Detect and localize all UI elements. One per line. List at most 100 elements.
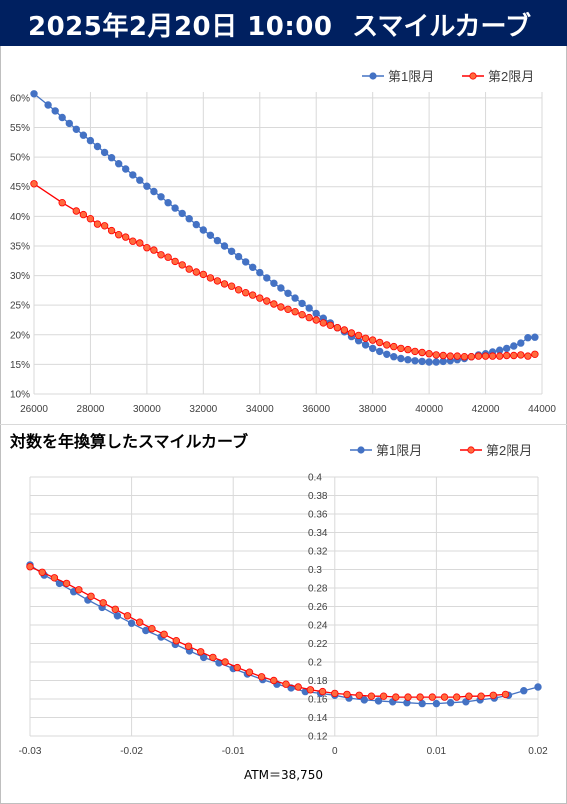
data-point-series-2 — [199, 270, 207, 279]
data-point-series-2 — [234, 286, 243, 294]
data-point-series-1 — [270, 279, 278, 287]
data-point-series-2 — [298, 311, 306, 319]
chart-2-log-smile-curve: 0.12 0.14 0.16 0.18 0.2 0.22 0.24 0.26 0.28 0.3 0.… — [19, 443, 549, 757]
data-point-series-1 — [462, 698, 470, 706]
data-point-series-2 — [111, 605, 119, 613]
data-point-series-2 — [58, 198, 66, 207]
data-point-series-2 — [440, 693, 449, 701]
y-tick-label: 45% — [10, 182, 30, 193]
data-point-series-1 — [376, 347, 384, 356]
data-point-series-2 — [123, 612, 132, 620]
data-point-series-2 — [404, 345, 412, 354]
data-point-series-2 — [143, 243, 151, 252]
data-point-series-1 — [291, 294, 299, 302]
data-point-series-2 — [319, 319, 327, 327]
data-point-series-2 — [171, 257, 179, 266]
data-point-series-2 — [241, 288, 250, 297]
x-tick-label: 42000 — [472, 404, 500, 415]
y-tick-label: 40% — [10, 212, 30, 223]
y-tick-label: 50% — [10, 153, 30, 164]
data-point-series-2 — [87, 592, 95, 600]
data-point-series-1 — [234, 252, 243, 261]
data-point-series-1 — [192, 220, 200, 229]
data-point-series-1 — [86, 136, 95, 145]
data-point-series-2 — [496, 352, 504, 360]
y-tick-label: 0.24 — [308, 621, 328, 632]
data-point-series-1 — [220, 242, 229, 250]
data-point-series-2 — [340, 326, 349, 334]
y-tick-label: 0.2 — [308, 658, 322, 669]
data-point-series-2 — [270, 300, 278, 308]
x-tick-label: 34000 — [246, 404, 274, 415]
data-point-series-1 — [178, 209, 186, 218]
data-point-series-2 — [129, 237, 137, 245]
data-point-series-1 — [397, 354, 405, 363]
legend-label-1: 第1限月 — [388, 69, 434, 84]
data-point-series-1 — [241, 258, 250, 266]
data-point-series-1 — [432, 699, 441, 708]
data-point-series-1 — [150, 187, 158, 196]
data-point-series-2 — [524, 352, 532, 360]
data-point-series-1 — [524, 334, 532, 342]
data-point-series-1 — [157, 193, 165, 201]
data-point-series-1 — [121, 165, 130, 173]
data-point-series-2 — [192, 268, 200, 276]
data-point-series-1 — [360, 696, 368, 704]
data-point-series-1 — [418, 699, 426, 708]
y-tick-label: 0.36 — [308, 510, 328, 521]
legend-marker-2 — [469, 72, 477, 80]
data-point-series-1 — [531, 333, 539, 341]
data-point-series-1 — [72, 125, 80, 133]
data-point-series-1 — [30, 90, 38, 98]
legend-marker-2 — [467, 446, 475, 454]
data-point-series-2 — [510, 351, 518, 360]
data-point-series-2 — [404, 693, 412, 701]
data-point-series-2 — [465, 692, 473, 700]
data-point-series-2 — [227, 282, 236, 290]
data-point-series-2 — [467, 353, 476, 361]
data-point-series-2 — [148, 624, 156, 633]
data-point-series-2 — [263, 297, 271, 305]
data-point-series-1 — [298, 299, 306, 308]
y-tick-label: 0.22 — [308, 639, 328, 650]
y-tick-label: 15% — [10, 360, 30, 371]
data-point-series-2 — [369, 336, 377, 344]
data-point-series-2 — [489, 691, 497, 699]
data-point-series-2 — [453, 693, 461, 701]
data-point-series-2 — [277, 303, 285, 311]
data-point-series-2 — [481, 352, 490, 360]
x-tick-label: -0.01 — [222, 746, 245, 757]
y-tick-label: 10% — [10, 390, 30, 401]
data-point-series-2 — [164, 253, 172, 261]
data-point-series-2 — [425, 350, 433, 358]
data-point-series-2 — [75, 586, 83, 594]
data-point-series-1 — [256, 268, 264, 277]
series-line-2 — [29, 566, 506, 698]
data-point-series-1 — [79, 131, 88, 139]
legend-label-2: 第2限月 — [488, 69, 534, 84]
data-point-series-2 — [100, 222, 109, 230]
y-tick-label: 0.14 — [308, 713, 328, 724]
data-point-series-2 — [376, 338, 384, 347]
data-point-series-1 — [411, 357, 419, 365]
data-point-series-2 — [245, 668, 254, 676]
data-point-series-1 — [199, 653, 208, 662]
legend-marker-1 — [357, 446, 365, 454]
data-point-series-1 — [114, 159, 123, 168]
data-point-series-2 — [86, 214, 95, 223]
data-point-series-2 — [331, 689, 339, 698]
x-tick-label: 0.01 — [427, 746, 447, 757]
data-point-series-2 — [488, 352, 497, 360]
data-point-series-1 — [206, 231, 215, 239]
data-point-series-1 — [185, 214, 193, 223]
chart-1-smile-curve: 10% 15% 20% 25% 30% 35% 40% 45% 50% 55% 60% 26000 28… — [10, 69, 556, 415]
data-point-series-2 — [172, 636, 180, 645]
data-point-series-1 — [510, 342, 518, 350]
data-point-series-2 — [453, 352, 461, 360]
x-tick-label: 36000 — [302, 404, 330, 415]
data-point-series-2 — [270, 676, 278, 685]
y-tick-label: 60% — [10, 93, 30, 104]
data-point-series-2 — [121, 233, 130, 241]
y-tick-label: 35% — [10, 241, 30, 252]
data-point-series-2 — [256, 294, 264, 302]
